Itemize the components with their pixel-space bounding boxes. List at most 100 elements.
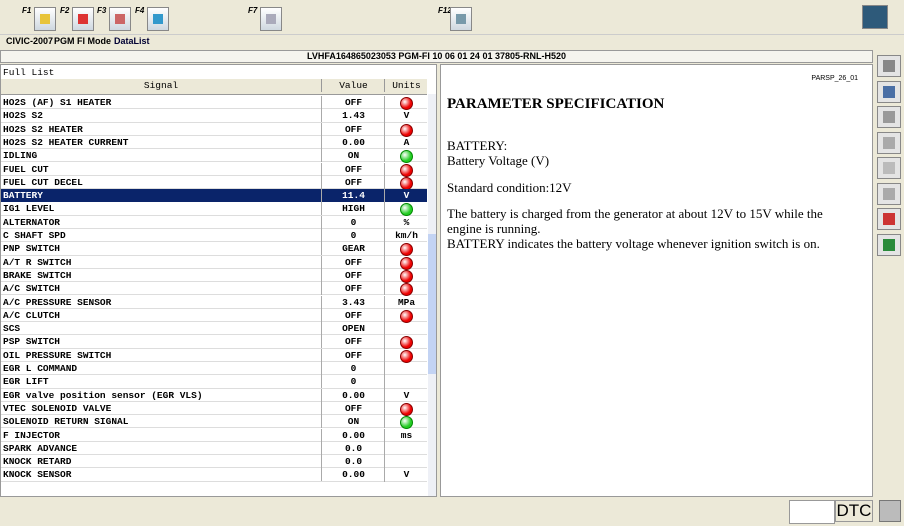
signal-cell: EGR valve position sensor (EGR VLS) (3, 389, 203, 401)
unit-cell (384, 242, 427, 257)
signal-cell: HO2S (AF) S1 HEATER (3, 97, 112, 108)
status-lamp (400, 163, 413, 177)
data-row[interactable]: EGR LIFT 0 (1, 375, 427, 389)
value-cell: 0.00 (321, 388, 385, 402)
unit-cell: V (384, 468, 427, 482)
value-cell: 1.43 (321, 109, 385, 123)
data-row[interactable]: VTEC SOLENOID VALVE OFF (1, 401, 427, 416)
data-row[interactable]: C SHAFT SPD 0 km/h (1, 229, 427, 243)
key-label: F4 (135, 6, 145, 15)
unit-text: MPa (397, 296, 416, 308)
vehicle-header: LVHFA164865023053 PGM-FI 10 06 01 24 01 … (0, 50, 873, 63)
data-row[interactable]: HO2S S2 HEATER OFF (1, 122, 427, 137)
status-lamp (400, 203, 413, 217)
unit-cell (384, 455, 427, 469)
key-button[interactable] (109, 7, 131, 31)
key-glyph (115, 14, 125, 24)
data-row[interactable]: A/C CLUTCH OFF (1, 308, 427, 323)
data-row[interactable]: SPARK ADVANCE 0.0 (1, 441, 427, 456)
spec-standard: Standard condition:12V (447, 180, 572, 195)
data-row[interactable]: HO2S (AF) S1 HEATER OFF (1, 96, 427, 110)
side-button[interactable] (877, 208, 901, 230)
data-row[interactable]: PNP SWITCH GEAR (1, 242, 427, 257)
connection-button[interactable] (862, 5, 888, 29)
unit-cell (384, 415, 427, 430)
unit-cell (384, 362, 427, 376)
data-row[interactable]: HO2S S2 HEATER CURRENT 0.00 A (1, 135, 427, 150)
side-button[interactable] (877, 80, 901, 103)
data-row[interactable]: KNOCK RETARD 0.0 (1, 455, 427, 469)
data-row[interactable]: A/T R SWITCH OFF (1, 255, 427, 270)
signal-cell: A/C PRESSURE SENSOR (3, 296, 112, 308)
signal-cell: KNOCK RETARD (3, 456, 72, 468)
signal-cell: HO2S S2 HEATER (3, 123, 83, 135)
key-button[interactable] (450, 7, 472, 31)
signal-cell: SPARK ADVANCE (3, 442, 78, 454)
column-units[interactable]: Units (384, 79, 428, 92)
data-row[interactable]: SCS OPEN (1, 322, 427, 336)
data-row[interactable]: IG1 LEVEL HIGH (1, 202, 427, 217)
unit-cell (384, 375, 427, 389)
key-glyph (78, 14, 88, 24)
value-cell: 0 (321, 229, 385, 242)
data-row[interactable]: FUEL CUT OFF (1, 162, 427, 177)
dtc-button[interactable]: DTC (835, 500, 873, 522)
side-button[interactable] (877, 157, 901, 179)
value-cell: ON (321, 149, 385, 163)
data-row[interactable]: SOLENOID RETURN SIGNAL ON (1, 415, 427, 430)
data-row[interactable]: ALTERNATOR 0% (1, 215, 427, 229)
data-row[interactable]: BRAKE SWITCH OFF (1, 268, 427, 283)
data-row[interactable]: A/C PRESSURE SENSOR 3.43 MPa (1, 295, 427, 309)
signal-cell: IDLING (3, 150, 38, 162)
breadcrumb-system: PGM FI Mode (54, 36, 111, 46)
data-row[interactable]: PSP SWITCH OFF (1, 335, 427, 350)
status-lamp (400, 349, 413, 363)
unit-cell (384, 175, 427, 190)
signal-cell: BATTERY (3, 190, 43, 202)
key-button[interactable] (34, 7, 56, 31)
side-button[interactable] (877, 55, 901, 77)
side-button[interactable] (877, 106, 901, 128)
side-button[interactable] (877, 233, 901, 256)
side-button[interactable] (877, 131, 901, 154)
data-row[interactable]: A/C SWITCH OFF (1, 282, 427, 297)
unit-text: km/h (395, 230, 418, 241)
value-cell: 0 (321, 362, 385, 375)
data-row[interactable]: EGR valve position sensor (EGR VLS) 0.00 V (1, 388, 427, 402)
data-row[interactable]: HO2S S2 1.43 V (1, 109, 427, 123)
rows: HO2S (AF) S1 HEATER OFF HO2S S2 1.43 V HO2S S… (1, 96, 427, 496)
signal-cell: F INJECTOR (3, 429, 61, 441)
unit-cell: V (384, 109, 427, 123)
signal-cell: VTEC SOLENOID VALVE (3, 402, 112, 414)
status-lamp (400, 176, 413, 190)
status-lamp (400, 402, 413, 416)
data-row[interactable]: F INJECTOR 0.00 ms (1, 428, 427, 442)
value-cell: GEAR (321, 242, 385, 256)
key-button[interactable] (260, 7, 282, 31)
data-row[interactable]: BATTERY 11.4 V (1, 189, 427, 203)
column-value[interactable]: Value (321, 79, 385, 92)
value-cell: OFF (321, 308, 385, 322)
key-label: F3 (97, 6, 107, 15)
data-row[interactable]: FUEL CUT DECEL OFF (1, 175, 427, 190)
scroll-thumb[interactable] (428, 234, 436, 374)
unit-cell (384, 268, 427, 283)
key-button[interactable] (72, 7, 94, 31)
data-row[interactable]: OIL PRESSURE SWITCH OFF (1, 348, 427, 363)
data-list: Full List Signal Value Units HO2S (AF) S… (0, 64, 437, 497)
value-cell: OFF (321, 96, 385, 109)
key-button[interactable] (147, 7, 169, 31)
side-glyph (883, 111, 895, 123)
value-cell: 0 (321, 215, 385, 229)
data-row[interactable]: IDLING ON (1, 149, 427, 164)
status-lamp (400, 97, 413, 110)
unit-text: V (403, 389, 410, 401)
data-row[interactable]: KNOCK SENSOR 0.00 V (1, 468, 427, 482)
column-signal[interactable]: Signal (143, 80, 179, 91)
scrollbar[interactable] (428, 94, 436, 496)
data-row[interactable]: EGR L COMMAND 0 (1, 362, 427, 376)
side-button[interactable] (877, 182, 901, 205)
unit-cell (384, 441, 427, 456)
status-field (789, 500, 835, 524)
signal-cell: EGR L COMMAND (3, 363, 78, 374)
